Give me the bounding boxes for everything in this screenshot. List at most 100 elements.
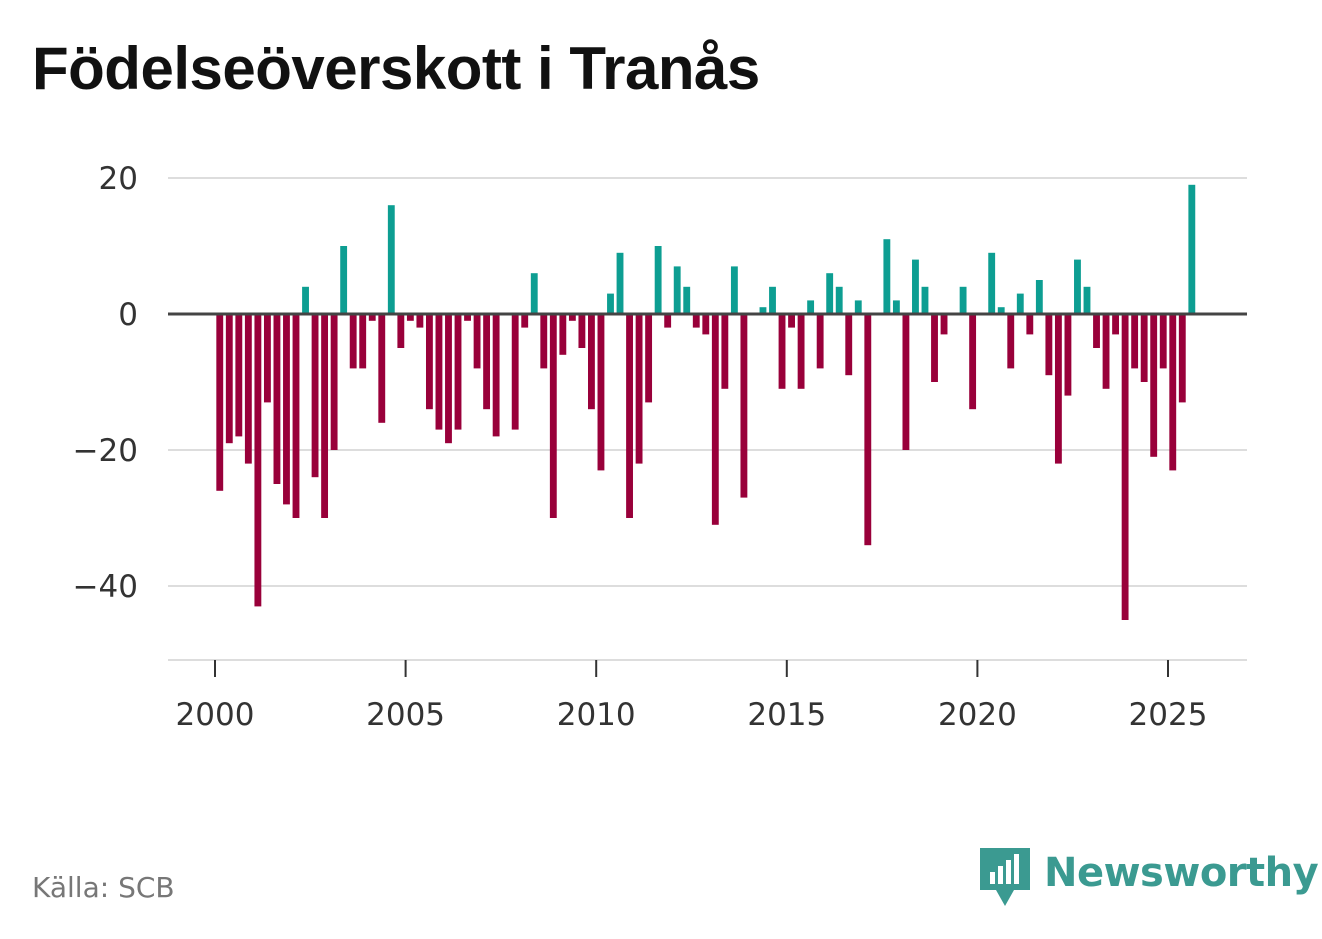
bar (254, 314, 262, 607)
bar (1007, 314, 1015, 369)
bar (549, 314, 557, 518)
bar (1169, 314, 1177, 471)
bar (1083, 286, 1091, 314)
y-tick-label: −20 (73, 433, 138, 469)
bar (921, 286, 929, 314)
bars (216, 184, 1196, 620)
bar (559, 314, 567, 355)
bar (273, 314, 281, 484)
axes: 20 0 −20 −40 2000 2005 2010 2015 2020 2025 (73, 161, 1247, 733)
bar (454, 314, 462, 430)
bar (816, 314, 824, 369)
bar (597, 314, 605, 471)
bar (464, 314, 471, 321)
bar (616, 252, 624, 314)
chart-title: Födelseöverskott i Tranås (32, 35, 760, 102)
bar (225, 314, 233, 444)
bar (359, 314, 367, 369)
bar (654, 246, 662, 314)
bar (635, 314, 643, 464)
bar (1121, 314, 1129, 620)
bar (683, 286, 691, 314)
bar (1064, 314, 1072, 396)
bar (835, 286, 843, 314)
bar (568, 314, 576, 321)
bar (854, 300, 862, 314)
x-tick-label: 2000 (176, 697, 255, 733)
x-tick-label: 2015 (747, 697, 826, 733)
bar (263, 314, 271, 403)
bar (435, 314, 443, 430)
bar (521, 314, 529, 328)
bar (416, 314, 424, 328)
bar (406, 314, 414, 321)
bar (588, 314, 595, 410)
bar (425, 314, 433, 410)
bar (302, 286, 309, 314)
bar (721, 314, 729, 389)
bar (1159, 314, 1167, 369)
bar (807, 300, 815, 314)
bar (1054, 314, 1062, 464)
bar (511, 314, 519, 430)
bar (997, 307, 1005, 314)
bar (340, 246, 348, 314)
source-note: Källa: SCB (32, 871, 175, 904)
bar (864, 314, 872, 546)
bar (1112, 314, 1120, 335)
bar (664, 314, 672, 328)
x-tick-label: 2025 (1129, 697, 1208, 733)
bar (292, 314, 300, 518)
bar (692, 314, 700, 328)
bar (330, 314, 338, 450)
bar (769, 286, 776, 314)
bar (826, 273, 834, 314)
bar (940, 314, 948, 335)
bar (445, 314, 452, 444)
bar (216, 314, 224, 491)
x-tick-label: 2005 (366, 697, 445, 733)
bar (349, 314, 357, 369)
bar (645, 314, 653, 403)
bar (483, 314, 491, 410)
bar (244, 314, 252, 464)
bar (387, 205, 395, 314)
bar (540, 314, 548, 369)
brand-name: Newsworthy (1044, 850, 1319, 896)
bar (235, 314, 243, 437)
bar (988, 252, 996, 314)
x-tick-label: 2020 (938, 697, 1017, 733)
y-tick-label: 20 (99, 161, 138, 197)
bar (959, 286, 967, 314)
bar (969, 314, 977, 410)
x-tick-label: 2010 (557, 697, 636, 733)
bar (1188, 184, 1196, 314)
bar (492, 314, 500, 437)
bar (673, 266, 681, 314)
bar (759, 307, 767, 314)
bar (530, 273, 538, 314)
bar (1026, 314, 1034, 335)
bar (892, 300, 900, 314)
bar (845, 314, 853, 376)
bar (1035, 280, 1043, 314)
bar (1178, 314, 1186, 403)
bar (931, 314, 938, 382)
bar (321, 314, 329, 518)
bar (473, 314, 481, 369)
bar (740, 314, 748, 498)
bar (788, 314, 795, 328)
bar (778, 314, 786, 389)
bar (1150, 314, 1158, 457)
bar (883, 239, 891, 314)
bar (1016, 293, 1024, 314)
bar (397, 314, 405, 348)
bar (378, 314, 386, 423)
y-tick-label: 0 (118, 297, 138, 333)
bar (902, 314, 910, 450)
bar (578, 314, 586, 348)
bar (1074, 259, 1081, 314)
bar (607, 293, 614, 314)
bar (1045, 314, 1053, 376)
bar (626, 314, 633, 518)
